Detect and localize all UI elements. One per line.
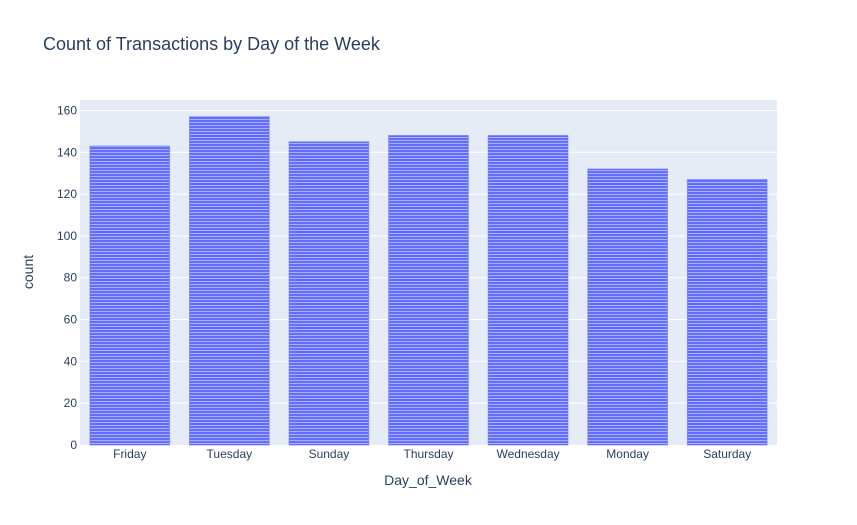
bar-sunday[interactable]	[288, 141, 370, 446]
y-tick-label: 60	[64, 313, 78, 327]
y-tick-label: 20	[64, 396, 78, 410]
bar-friday[interactable]	[89, 145, 171, 446]
x-axis-ticks: Friday Tuesday Sunday Thursday Wednesday Mond…	[113, 447, 751, 461]
y-tick-label: 120	[57, 187, 77, 201]
bars	[89, 116, 768, 446]
x-tick-label: Wednesday	[496, 447, 559, 461]
y-axis-title: count	[20, 255, 36, 289]
bar-saturday[interactable]	[686, 178, 768, 446]
y-tick-label: 160	[57, 103, 77, 117]
x-axis-title: Day_of_Week	[384, 472, 473, 488]
y-tick-label: 80	[64, 271, 78, 285]
bar-tuesday[interactable]	[189, 116, 270, 446]
x-tick-label: Tuesday	[207, 447, 253, 461]
y-tick-label: 0	[70, 438, 77, 452]
x-tick-label: Thursday	[403, 447, 453, 461]
bar-thursday[interactable]	[388, 135, 469, 446]
bar-wednesday[interactable]	[487, 135, 569, 446]
bar-monday[interactable]	[587, 168, 668, 446]
chart-title: Count of Transactions by Day of the Week	[43, 34, 381, 54]
y-axis-ticks: 0 20 40 60 80 100 120 140 160	[57, 103, 77, 452]
x-tick-label: Monday	[606, 447, 649, 461]
x-tick-label: Friday	[113, 447, 146, 461]
x-tick-label: Sunday	[309, 447, 350, 461]
y-tick-label: 140	[57, 145, 77, 159]
x-tick-label: Saturday	[703, 447, 751, 461]
y-tick-label: 100	[57, 229, 77, 243]
y-tick-label: 40	[64, 354, 78, 368]
